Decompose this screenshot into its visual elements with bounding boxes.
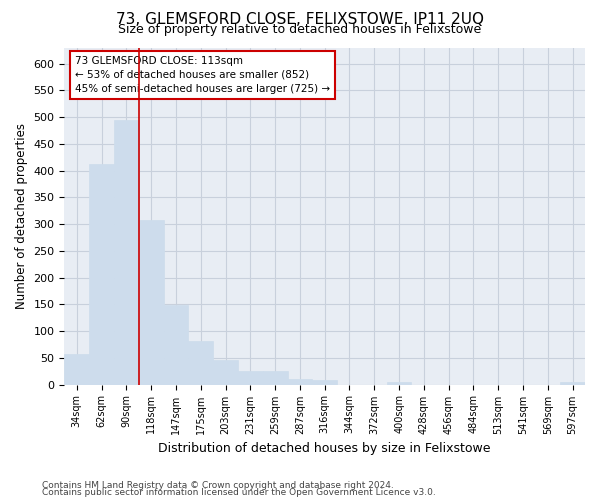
- Bar: [164, 306, 188, 384]
- Bar: [263, 371, 287, 384]
- Bar: [287, 379, 313, 384]
- Text: Contains public sector information licensed under the Open Government Licence v3: Contains public sector information licen…: [42, 488, 436, 497]
- Bar: [89, 164, 114, 384]
- Bar: [560, 382, 585, 384]
- Text: 73 GLEMSFORD CLOSE: 113sqm
← 53% of detached houses are smaller (852)
45% of sem: 73 GLEMSFORD CLOSE: 113sqm ← 53% of deta…: [75, 56, 330, 94]
- Bar: [313, 380, 337, 384]
- Bar: [139, 220, 164, 384]
- Bar: [64, 354, 89, 384]
- Text: 73, GLEMSFORD CLOSE, FELIXSTOWE, IP11 2UQ: 73, GLEMSFORD CLOSE, FELIXSTOWE, IP11 2U…: [116, 12, 484, 28]
- X-axis label: Distribution of detached houses by size in Felixstowe: Distribution of detached houses by size …: [158, 442, 491, 455]
- Bar: [386, 382, 412, 384]
- Text: Size of property relative to detached houses in Felixstowe: Size of property relative to detached ho…: [118, 22, 482, 36]
- Y-axis label: Number of detached properties: Number of detached properties: [15, 123, 28, 309]
- Bar: [238, 371, 263, 384]
- Bar: [188, 340, 213, 384]
- Bar: [114, 120, 139, 384]
- Text: Contains HM Land Registry data © Crown copyright and database right 2024.: Contains HM Land Registry data © Crown c…: [42, 480, 394, 490]
- Bar: [213, 360, 238, 384]
